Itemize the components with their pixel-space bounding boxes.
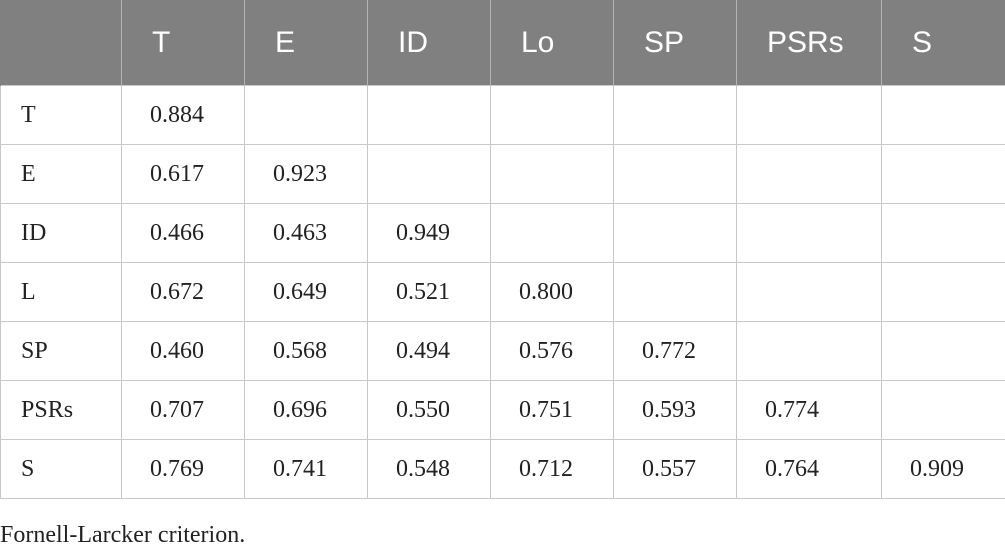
table-row: ID 0.466 0.463 0.949 [0,203,1005,263]
row-label: S [0,439,122,499]
table-cell [736,85,882,145]
table-cell: 0.593 [613,380,737,440]
header-row: T E ID Lo SP PSRs S [0,0,1005,86]
table-cell: 0.800 [490,262,614,322]
table-cell [736,321,882,381]
table-cell [881,144,1005,204]
table-row: E 0.617 0.923 [0,144,1005,204]
table-cell [490,144,614,204]
table-cell: 0.774 [736,380,882,440]
table-cell: 0.949 [367,203,491,263]
table-cell: 0.494 [367,321,491,381]
table-cell [736,203,882,263]
table-cell: 0.923 [244,144,368,204]
table-row: S 0.769 0.741 0.548 0.712 0.557 0.764 0.… [0,439,1005,499]
table-cell: 0.568 [244,321,368,381]
table-cell: 0.521 [367,262,491,322]
row-label: T [0,85,122,145]
table-cell [881,203,1005,263]
header-cell-sp: SP [613,0,737,86]
header-cell-s: S [881,0,1005,86]
table-cell [367,144,491,204]
table-cell: 0.769 [121,439,245,499]
table-cell [613,85,737,145]
header-cell-t: T [121,0,245,86]
table-row: PSRs 0.707 0.696 0.550 0.751 0.593 0.774 [0,380,1005,440]
fornell-larcker-table: T E ID Lo SP PSRs S T 0.884 E [0,0,1005,499]
table-cell [881,380,1005,440]
table-cell [881,321,1005,381]
fornell-larcker-table-container: T E ID Lo SP PSRs S T 0.884 E [0,0,1005,499]
table-cell: 0.463 [244,203,368,263]
table-cell: 0.696 [244,380,368,440]
table-cell: 0.576 [490,321,614,381]
table-cell: 0.466 [121,203,245,263]
table-cell: 0.712 [490,439,614,499]
table-cell [244,85,368,145]
table-cell [736,262,882,322]
row-label: E [0,144,122,204]
table-row: SP 0.460 0.568 0.494 0.576 0.772 [0,321,1005,381]
table-cell: 0.764 [736,439,882,499]
table-cell: 0.772 [613,321,737,381]
table-cell [613,203,737,263]
header-cell-psrs: PSRs [736,0,882,86]
header-cell-e: E [244,0,368,86]
table-cell [490,203,614,263]
table-cell: 0.617 [121,144,245,204]
row-label: SP [0,321,122,381]
table-cell: 0.550 [367,380,491,440]
table-row: L 0.672 0.649 0.521 0.800 [0,262,1005,322]
row-label: L [0,262,122,322]
table-cell [367,85,491,145]
table-cell [881,262,1005,322]
table-cell: 0.548 [367,439,491,499]
table-row: T 0.884 [0,85,1005,145]
row-label: ID [0,203,122,263]
table-cell [736,144,882,204]
table-cell [613,144,737,204]
header-cell-lo: Lo [490,0,614,86]
table-cell: 0.751 [490,380,614,440]
table-cell [490,85,614,145]
table-cell: 0.557 [613,439,737,499]
table-cell: 0.672 [121,262,245,322]
header-cell-corner [0,0,122,86]
table-cell [613,262,737,322]
table-cell: 0.884 [121,85,245,145]
header-cell-id: ID [367,0,491,86]
table-caption: Fornell-Larcker criterion. [0,522,246,548]
table-cell: 0.707 [121,380,245,440]
table-cell: 0.909 [881,439,1005,499]
table-cell [881,85,1005,145]
table-cell: 0.649 [244,262,368,322]
row-label: PSRs [0,380,122,440]
table-cell: 0.460 [121,321,245,381]
table-cell: 0.741 [244,439,368,499]
